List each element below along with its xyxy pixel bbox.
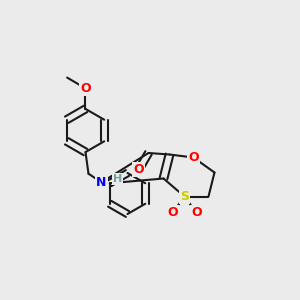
Text: O: O [167, 206, 178, 220]
Text: N: N [96, 176, 106, 189]
Text: O: O [80, 82, 91, 95]
Text: O: O [188, 151, 199, 164]
Text: S: S [180, 190, 189, 203]
Text: O: O [191, 206, 202, 220]
Text: O: O [134, 163, 144, 176]
Text: H: H [113, 174, 122, 184]
